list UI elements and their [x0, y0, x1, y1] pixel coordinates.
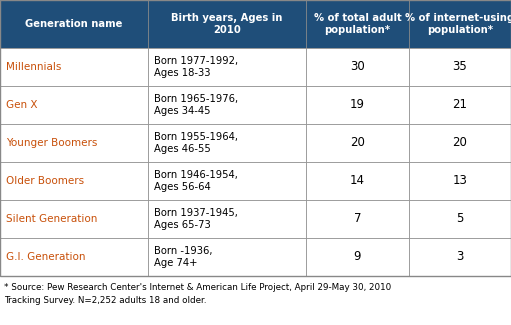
Text: Birth years, Ages in
2010: Birth years, Ages in 2010: [171, 13, 283, 35]
Text: Older Boomers: Older Boomers: [6, 176, 84, 186]
Bar: [148, 200, 306, 238]
Text: 3: 3: [456, 251, 463, 264]
Bar: [148, 162, 306, 200]
Text: Born 1977-1992,
Ages 18-33: Born 1977-1992, Ages 18-33: [154, 56, 238, 78]
Text: Younger Boomers: Younger Boomers: [6, 138, 98, 148]
Bar: [148, 238, 306, 276]
Text: % of total adult
population*: % of total adult population*: [314, 13, 401, 35]
Bar: [306, 238, 409, 276]
Bar: [148, 86, 306, 124]
Text: Gen X: Gen X: [6, 100, 37, 110]
Bar: [0, 200, 148, 238]
Text: Generation name: Generation name: [26, 19, 123, 29]
Text: Born -1936,
Age 74+: Born -1936, Age 74+: [154, 246, 213, 268]
Bar: [306, 0, 409, 48]
Bar: [306, 200, 409, 238]
Text: 30: 30: [350, 60, 365, 73]
Text: 35: 35: [453, 60, 468, 73]
Text: 14: 14: [350, 175, 365, 188]
Bar: [306, 124, 409, 162]
Bar: [409, 162, 511, 200]
Text: Born 1946-1954,
Ages 56-64: Born 1946-1954, Ages 56-64: [154, 170, 238, 192]
Bar: [0, 162, 148, 200]
Bar: [409, 238, 511, 276]
Text: 13: 13: [453, 175, 468, 188]
Bar: [0, 86, 148, 124]
Bar: [409, 86, 511, 124]
Bar: [0, 48, 148, 86]
Bar: [0, 124, 148, 162]
Bar: [148, 0, 306, 48]
Bar: [0, 0, 148, 48]
Bar: [0, 0, 511, 276]
Bar: [409, 0, 511, 48]
Text: 20: 20: [350, 136, 365, 150]
Text: Millennials: Millennials: [6, 62, 61, 72]
Bar: [148, 124, 306, 162]
Text: 21: 21: [453, 98, 468, 111]
Bar: [306, 162, 409, 200]
Text: 7: 7: [354, 213, 361, 226]
Bar: [306, 86, 409, 124]
Bar: [409, 200, 511, 238]
Text: 9: 9: [354, 251, 361, 264]
Text: Born 1965-1976,
Ages 34-45: Born 1965-1976, Ages 34-45: [154, 94, 238, 116]
Text: Born 1955-1964,
Ages 46-55: Born 1955-1964, Ages 46-55: [154, 132, 238, 154]
Text: G.I. Generation: G.I. Generation: [6, 252, 85, 262]
Bar: [409, 48, 511, 86]
Bar: [306, 48, 409, 86]
Bar: [148, 48, 306, 86]
Text: 5: 5: [456, 213, 463, 226]
Text: 19: 19: [350, 98, 365, 111]
Text: Silent Generation: Silent Generation: [6, 214, 98, 224]
Bar: [409, 124, 511, 162]
Text: 20: 20: [453, 136, 468, 150]
Bar: [0, 238, 148, 276]
Text: Born 1937-1945,
Ages 65-73: Born 1937-1945, Ages 65-73: [154, 208, 238, 230]
Text: * Source: Pew Research Center's Internet & American Life Project, April 29-May 3: * Source: Pew Research Center's Internet…: [4, 283, 391, 305]
Text: % of internet-using
population*: % of internet-using population*: [405, 13, 511, 35]
